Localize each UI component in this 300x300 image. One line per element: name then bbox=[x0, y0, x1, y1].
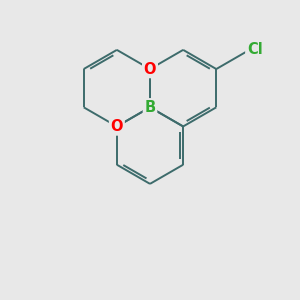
Text: B: B bbox=[144, 100, 156, 115]
Text: O: O bbox=[144, 61, 156, 76]
Text: O: O bbox=[111, 119, 123, 134]
Text: Cl: Cl bbox=[247, 42, 262, 57]
